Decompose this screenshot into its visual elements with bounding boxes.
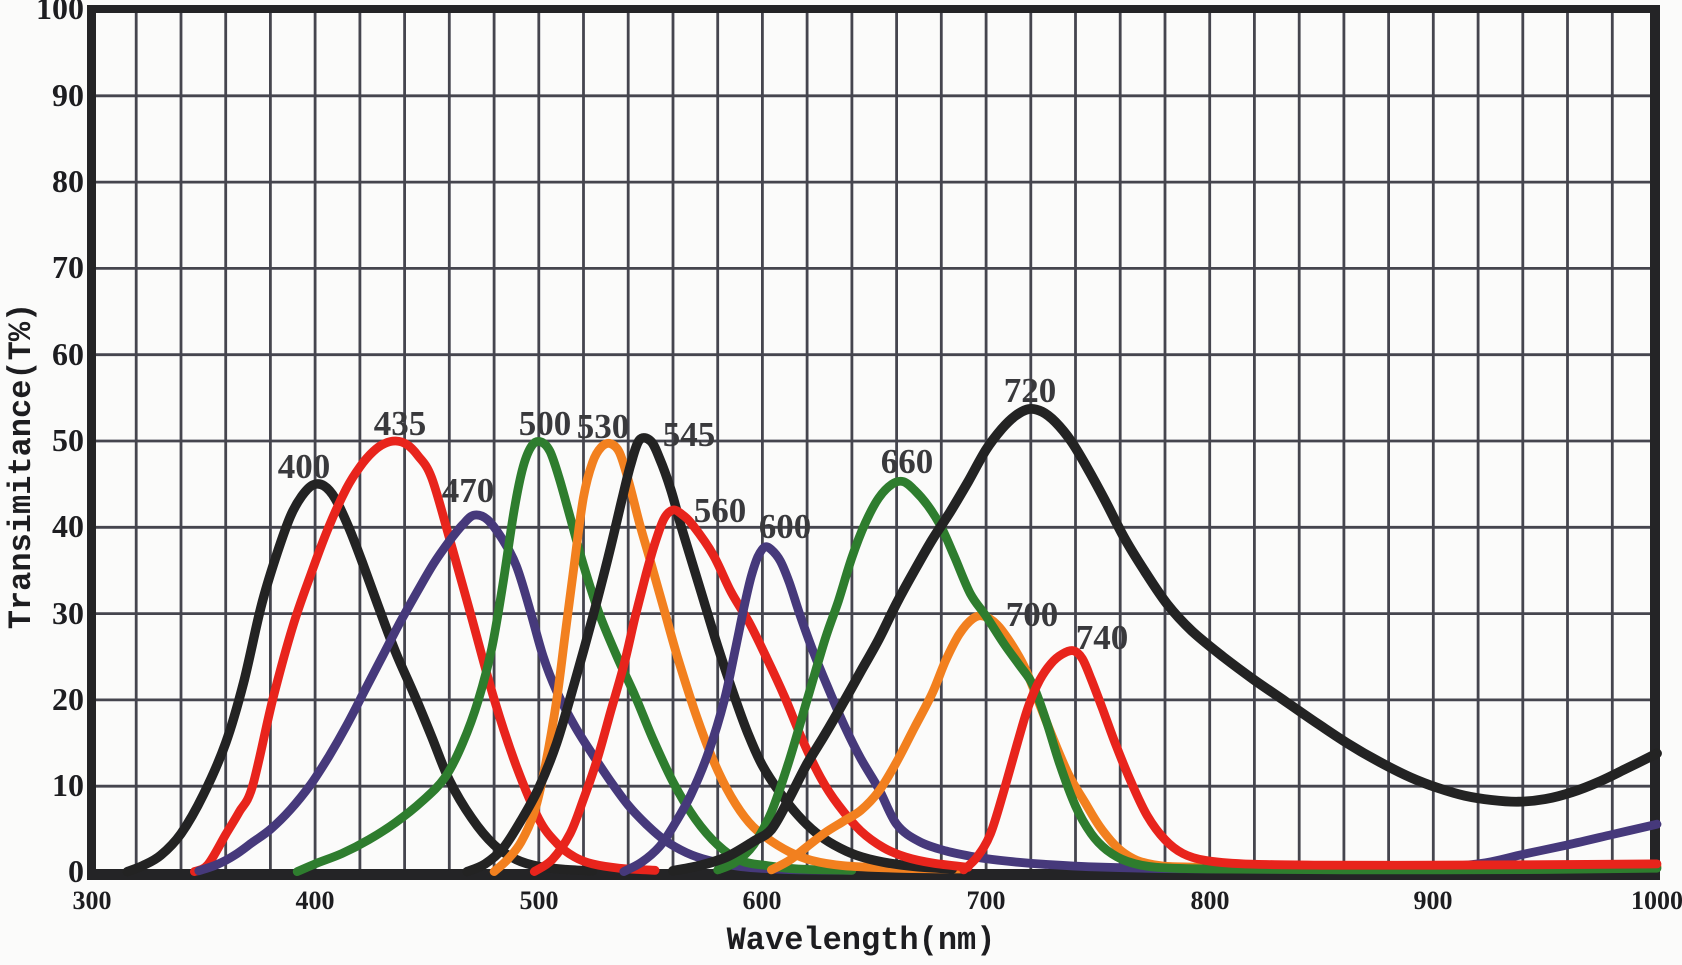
svg-text:700: 700 xyxy=(967,886,1006,915)
svg-text:435: 435 xyxy=(374,404,427,443)
svg-text:1000: 1000 xyxy=(1631,886,1682,915)
svg-text:660: 660 xyxy=(881,442,934,481)
svg-text:70: 70 xyxy=(52,249,84,285)
svg-text:700: 700 xyxy=(1006,595,1059,634)
svg-text:600: 600 xyxy=(743,886,782,915)
svg-text:20: 20 xyxy=(52,681,84,717)
svg-text:545: 545 xyxy=(663,415,716,454)
svg-text:Wavelength(nm): Wavelength(nm) xyxy=(727,922,996,959)
svg-text:470: 470 xyxy=(442,471,495,510)
svg-text:10: 10 xyxy=(52,767,84,803)
svg-text:100: 100 xyxy=(36,0,84,26)
svg-text:90: 90 xyxy=(52,77,84,113)
svg-text:500: 500 xyxy=(520,886,559,915)
svg-text:800: 800 xyxy=(1191,886,1230,915)
svg-text:720: 720 xyxy=(1004,371,1057,410)
svg-text:900: 900 xyxy=(1414,886,1453,915)
svg-text:740: 740 xyxy=(1076,618,1129,657)
svg-text:50: 50 xyxy=(52,422,84,458)
svg-text:60: 60 xyxy=(52,336,84,372)
svg-text:0: 0 xyxy=(68,853,84,889)
svg-text:Transimitance(T%): Transimitance(T%) xyxy=(3,303,40,629)
svg-text:30: 30 xyxy=(52,595,84,631)
svg-text:40: 40 xyxy=(52,508,84,544)
svg-text:400: 400 xyxy=(296,886,335,915)
svg-text:600: 600 xyxy=(759,507,812,546)
svg-text:400: 400 xyxy=(278,447,331,486)
svg-text:80: 80 xyxy=(52,163,84,199)
svg-text:530: 530 xyxy=(577,407,630,446)
svg-text:300: 300 xyxy=(73,886,112,915)
svg-text:560: 560 xyxy=(694,491,747,530)
svg-text:500: 500 xyxy=(519,404,572,443)
